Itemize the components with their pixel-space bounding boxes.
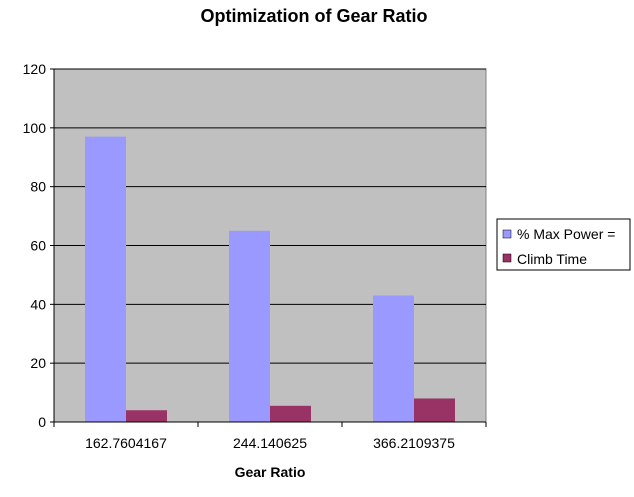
x-axis-title: Gear Ratio — [235, 464, 306, 480]
legend-label-max-power: % Max Power = — [517, 226, 615, 242]
x-tick-label: 244.140625 — [233, 435, 307, 451]
x-tick-label: 366.2109375 — [373, 435, 455, 451]
y-tick-label: 60 — [30, 238, 46, 254]
x-axis-ticks: 162.7604167 244.140625 366.2109375 — [53, 422, 487, 451]
bars — [85, 136, 455, 423]
bar-max-power — [85, 136, 126, 423]
y-tick-label: 0 — [38, 414, 46, 430]
y-tick-label: 40 — [30, 296, 46, 312]
y-tick-label: 120 — [23, 61, 47, 77]
chart-title: Optimization of Gear Ratio — [200, 6, 427, 26]
legend-swatch-max-power — [502, 229, 512, 239]
y-tick-label: 80 — [30, 179, 46, 195]
y-tick-label: 20 — [30, 355, 46, 371]
legend-swatch-climb-time — [502, 253, 512, 263]
bar-max-power — [373, 295, 414, 422]
bar-climb-time — [270, 405, 311, 422]
legend-label-climb-time: Climb Time — [517, 251, 587, 267]
legend: % Max Power = Climb Time — [496, 218, 631, 271]
bar-climb-time — [126, 410, 167, 422]
y-tick-label: 100 — [23, 120, 47, 136]
y-axis-ticks: 0 20 40 60 80 100 120 — [23, 61, 54, 430]
bar-climb-time — [414, 398, 455, 422]
x-tick-label: 162.7604167 — [85, 435, 167, 451]
legend-box — [496, 218, 631, 271]
bar-max-power — [229, 230, 270, 422]
